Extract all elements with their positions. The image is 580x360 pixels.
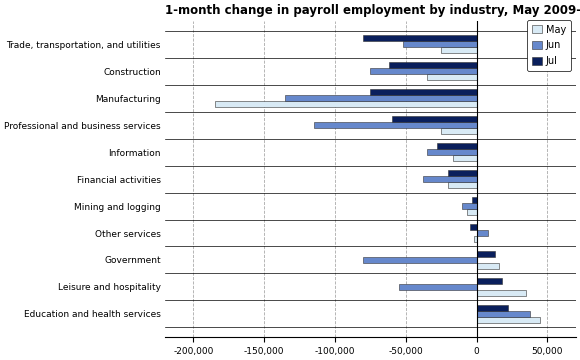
Bar [477, 251, 495, 257]
Bar [371, 89, 477, 95]
Text: 1-month change in payroll employment by industry, May 2009-July 2009: 1-month change in payroll employment by … [165, 4, 580, 17]
Bar [427, 149, 477, 155]
Bar [474, 236, 477, 242]
Bar [477, 305, 508, 311]
Bar [403, 41, 477, 47]
Bar [452, 155, 477, 161]
Bar [371, 68, 477, 74]
Bar [398, 284, 477, 290]
Bar [477, 263, 499, 269]
Bar [392, 116, 477, 122]
Bar [477, 230, 488, 236]
Bar [437, 143, 477, 149]
Bar [448, 170, 477, 176]
Bar [477, 278, 502, 284]
Bar [427, 74, 477, 80]
Bar [389, 62, 477, 68]
Bar [441, 128, 477, 134]
Bar [477, 311, 531, 317]
Bar [477, 290, 526, 296]
Legend: May, Jun, Jul: May, Jun, Jul [527, 20, 571, 71]
Bar [363, 257, 477, 263]
Bar [314, 122, 477, 128]
Bar [441, 47, 477, 53]
Bar [363, 36, 477, 41]
Bar [215, 101, 477, 107]
Bar [477, 317, 541, 323]
Bar [467, 209, 477, 215]
Bar [285, 95, 477, 101]
Bar [448, 182, 477, 188]
Bar [423, 176, 477, 182]
Bar [470, 224, 477, 230]
Bar [472, 197, 477, 203]
Bar [462, 203, 477, 209]
